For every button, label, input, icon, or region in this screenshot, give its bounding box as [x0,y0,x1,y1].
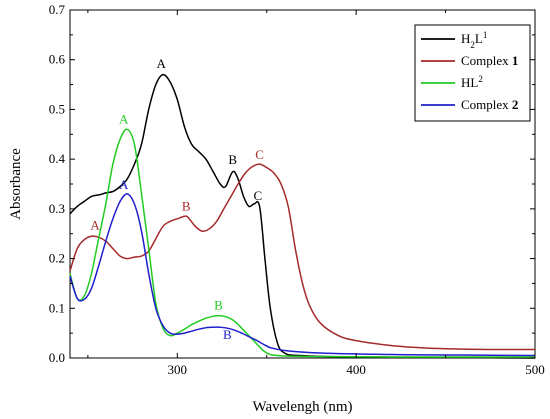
series-line-4 [69,193,536,357]
x-tick-label: 400 [346,362,366,377]
peak-label: C [253,188,262,203]
peak-label: A [157,56,167,71]
legend-label: Complex 1 [461,53,518,68]
legend-label: H2L1 [461,30,487,50]
y-tick-label: 0.6 [49,52,66,67]
y-tick-label: 0.0 [49,350,65,365]
x-axis-title: Wavelengh (nm) [252,399,352,415]
annotation-layer: A B C A B C A B A B [90,56,264,342]
x-tick-label: 300 [168,362,188,377]
series-layer [69,73,536,359]
y-tick-label: 0.1 [49,300,65,315]
peak-label: B [223,327,232,342]
peak-label: A [119,177,129,192]
peak-label: C [255,147,264,162]
legend-label: HL2 [461,74,483,90]
peak-label: B [182,198,191,213]
series-line-1 [69,73,536,359]
y-tick-label: 0.7 [49,2,66,17]
y-tick-label: 0.2 [49,251,65,266]
peak-label: B [228,152,237,167]
y-tick-label: 0.5 [49,101,65,116]
peak-label: B [214,297,223,312]
series-line-2 [69,163,536,351]
tick-layer: 300 400 500 0.0 0.1 0.2 0.3 0.4 0.5 0.6 0.7 [49,2,545,377]
peak-label: A [90,218,100,233]
x-tick-label: 500 [525,362,545,377]
y-tick-label: 0.4 [49,151,66,166]
series-line-3 [69,128,536,358]
legend: H2L1 Complex 1 HL2 Complex 2 [414,24,531,122]
y-axis-title: Absorbance [8,148,24,220]
y-tick-label: 0.3 [49,201,65,216]
peak-label: A [119,111,129,126]
legend-label: Complex 2 [461,97,518,112]
